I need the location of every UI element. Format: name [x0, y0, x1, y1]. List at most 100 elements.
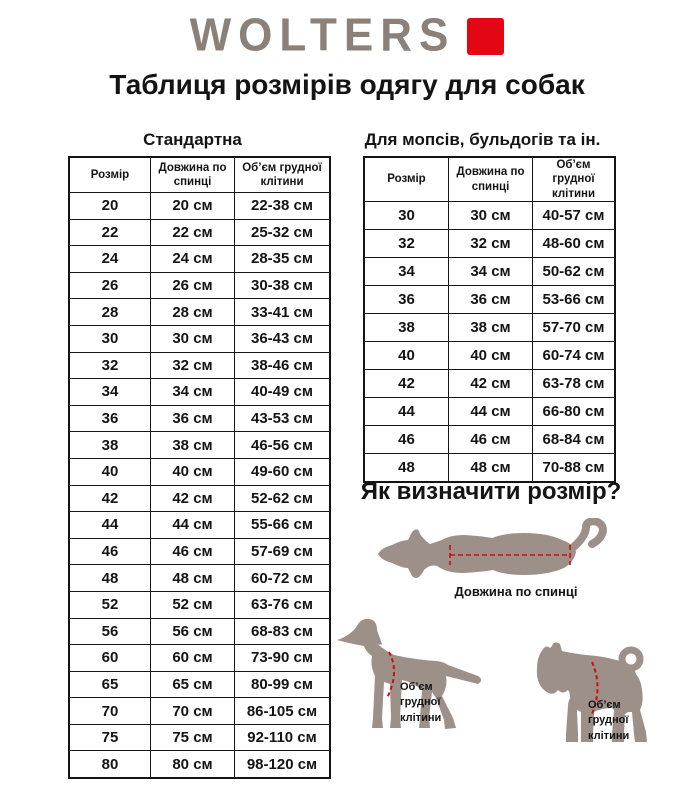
table-cell: 38	[68, 431, 151, 459]
column-header-back-length: Довжина по спинці	[448, 156, 533, 203]
table-cell: 30	[363, 201, 449, 231]
table-row: 44 44 см 66-80 см	[363, 397, 616, 427]
table-row: 24 24 см 28-35 см	[68, 245, 331, 273]
table-cell: 24 см	[150, 245, 235, 273]
table-cell: 40	[363, 341, 449, 371]
column-header-back-length: Довжина по спинці	[150, 156, 235, 193]
pug-table-body: 30 30 см 40-57 см 32 32 см 48-60 см 34 34 см 50-…	[363, 201, 616, 483]
table-cell: 38 см	[448, 313, 533, 343]
table-cell: 57-70 см	[532, 313, 616, 343]
table-cell: 53-66 см	[532, 285, 616, 315]
table-cell: 66-80 см	[532, 397, 616, 427]
column-header-chest: Об’єм грудної клітини	[532, 156, 616, 203]
pug-table-title: Для мопсів, бульдогів та ін.	[364, 130, 601, 149]
column-header-chest: Об’єм грудної клітини	[234, 156, 331, 193]
table-cell: 46	[363, 425, 449, 455]
chest-measure-line	[386, 651, 395, 699]
table-cell: 56 см	[150, 617, 235, 646]
table-row: 38 38 см 46-56 см	[68, 431, 331, 459]
table-cell: 75 см	[150, 723, 235, 752]
back-length-label: Довжина по спинці	[454, 584, 578, 599]
table-cell: 80 см	[150, 750, 235, 779]
table-cell: 48-60 см	[532, 229, 616, 259]
table-cell: 98-120 см	[234, 750, 331, 779]
dog-body-silhouette	[337, 618, 481, 729]
table-cell: 63-76 см	[234, 590, 331, 619]
table-cell: 75	[68, 723, 151, 752]
table-cell: 36	[68, 404, 151, 433]
table-cell: 38-46 см	[234, 351, 331, 380]
table-row: 70 70 см 86-105 см	[68, 697, 331, 725]
table-cell: 44	[68, 511, 151, 539]
table-cell: 34 см	[448, 257, 533, 287]
table-cell: 57-69 см	[234, 537, 331, 566]
table-cell: 48 см	[448, 453, 533, 483]
table-cell: 44 см	[150, 511, 235, 539]
table-cell: 92-110 см	[234, 723, 331, 752]
table-row: 80 80 см 98-120 см	[68, 750, 331, 779]
table-cell: 34	[68, 378, 151, 406]
table-cell: 48	[363, 453, 449, 483]
table-cell: 86-105 см	[234, 697, 331, 725]
table-cell: 80-99 см	[234, 670, 331, 699]
table-cell: 46 см	[448, 425, 533, 455]
pug-table-head: Розмір Довжина по спинці Об’єм грудної к…	[363, 156, 616, 203]
table-cell: 20 см	[150, 192, 235, 220]
column-header-size: Розмір	[363, 156, 449, 203]
table-cell: 33-41 см	[234, 298, 331, 326]
table-row: 60 60 см 73-90 см	[68, 644, 331, 672]
table-cell: 30-38 см	[234, 271, 331, 300]
table-cell: 28 см	[150, 298, 235, 326]
chest-label-right: Об’єм грудної клітини	[588, 699, 630, 742]
table-row: 28 28 см 33-41 см	[68, 298, 331, 326]
table-row: 30 30 см 40-57 см	[363, 201, 616, 231]
table-cell: 70	[68, 697, 151, 725]
standard-size-table: Розмір Довжина по спинці Об’єм грудної к…	[68, 156, 331, 780]
table-cell: 55-66 см	[234, 511, 331, 539]
table-header-row: Розмір Довжина по спинці Об’єм грудної к…	[68, 156, 331, 193]
table-cell: 52-62 см	[234, 484, 331, 513]
back-length-measure-line	[449, 545, 571, 565]
table-cell: 32	[68, 351, 151, 380]
table-cell: 40	[68, 457, 151, 486]
table-cell: 48 см	[150, 564, 235, 592]
table-row: 40 40 см 60-74 см	[363, 341, 616, 371]
table-row: 46 46 см 57-69 см	[68, 537, 331, 566]
table-cell: 80	[68, 750, 151, 779]
table-cell: 44 см	[448, 397, 533, 427]
table-row: 36 36 см 43-53 см	[68, 404, 331, 433]
table-cell: 49-60 см	[234, 457, 331, 486]
table-cell: 42	[363, 369, 449, 399]
table-row: 75 75 см 92-110 см	[68, 723, 331, 752]
table-cell: 20	[68, 192, 151, 220]
chest-label-left: Об’єм грудної клітини	[400, 681, 442, 724]
table-cell: 25-32 см	[234, 218, 331, 247]
table-cell: 65	[68, 670, 151, 699]
table-row: 48 48 см 60-72 см	[68, 564, 331, 592]
table-cell: 28-35 см	[234, 245, 331, 273]
standard-table-body: 20 20 см 22-38 см 22 22 см 25-32 см 24 24 см 28-…	[68, 192, 331, 779]
table-cell: 50-62 см	[532, 257, 616, 287]
table-cell: 40-57 см	[532, 201, 616, 231]
table-cell: 60	[68, 644, 151, 672]
table-cell: 40-49 см	[234, 378, 331, 406]
table-row: 46 46 см 68-84 см	[363, 425, 616, 455]
table-cell: 38	[363, 313, 449, 343]
table-cell: 42	[68, 484, 151, 513]
table-cell: 30 см	[448, 201, 533, 231]
table-cell: 38 см	[150, 431, 235, 459]
table-cell: 42 см	[150, 484, 235, 513]
bulldog-illustration	[536, 642, 647, 742]
table-cell: 56	[68, 617, 151, 646]
table-row: 32 32 см 48-60 см	[363, 229, 616, 259]
table-cell: 43-53 см	[234, 404, 331, 433]
table-cell: 26 см	[150, 271, 235, 300]
table-cell: 36-43 см	[234, 324, 331, 353]
pug-size-table: Розмір Довжина по спинці Об’єм грудної к…	[363, 156, 616, 484]
table-row: 52 52 см 63-76 см	[68, 590, 331, 619]
table-cell: 46	[68, 537, 151, 566]
table-cell: 52	[68, 590, 151, 619]
table-row: 42 42 см 63-78 см	[363, 369, 616, 399]
table-cell: 22-38 см	[234, 192, 331, 220]
logo-red-square-icon	[467, 17, 505, 55]
